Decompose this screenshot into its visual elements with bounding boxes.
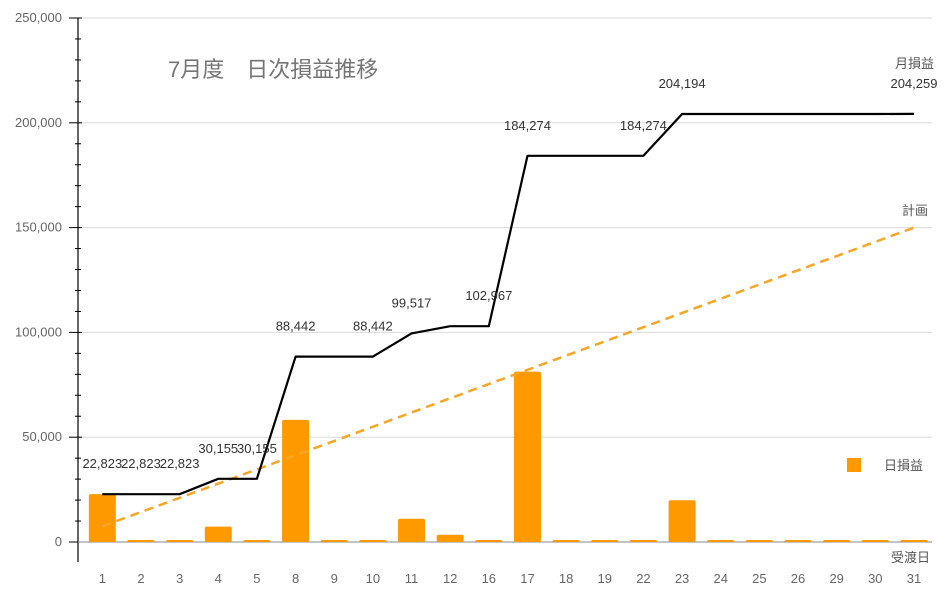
x-tick-label: 16 [482,571,496,586]
bar [88,494,116,542]
x-tick-label: 19 [598,571,612,586]
bar [900,540,928,542]
bar [359,540,387,542]
data-label: 102,967 [465,288,512,303]
x-tick-label: 5 [253,571,260,586]
x-tick-label: 25 [752,571,766,586]
bar [398,518,426,542]
y-tick-label: 50,000 [22,429,62,444]
bar [127,540,155,542]
bar [475,540,503,542]
data-label: 184,274 [620,118,667,133]
x-tick-label: 23 [675,571,689,586]
data-label: 204,259 [890,76,937,91]
bar [668,500,696,542]
bar [436,534,464,542]
bar [204,526,232,542]
x-axis-title: 受渡日 [891,550,930,565]
data-label: 22,823 [82,456,122,471]
x-tick-label: 9 [331,571,338,586]
gridlines [78,17,932,438]
bar [707,540,735,542]
plan-line [101,226,915,528]
x-tick-label: 11 [405,571,419,586]
legend-label-daily-pnl: 日損益 [884,458,923,473]
bar [784,540,812,542]
bar [166,540,194,542]
x-tick-label: 24 [713,571,727,586]
x-tick-label: 10 [366,571,380,586]
data-label: 184,274 [504,118,551,133]
bar [243,540,271,542]
bar [629,540,657,542]
legend-swatch-daily-pnl [847,458,861,472]
x-tick-label: 12 [443,571,457,586]
legend: 日損益 [847,458,923,473]
y-tick-label: 250,000 [15,10,62,25]
x-tick-label: 22 [636,571,650,586]
x-tick-label: 29 [829,571,843,586]
monthly-pnl-line [102,112,915,496]
data-label: 99,517 [392,295,432,310]
x-tick-label: 2 [137,571,144,586]
series-name-monthly-pnl: 月損益 [895,56,934,71]
bar [552,540,580,542]
data-label: 22,823 [160,456,200,471]
x-tick-label: 8 [292,571,299,586]
x-tick-label: 31 [907,571,921,586]
x-tick-label: 26 [791,571,805,586]
bar [861,540,889,542]
data-label: 30,155 [198,441,238,456]
bar [513,371,541,542]
bar [745,540,773,542]
x-tick-label: 18 [559,571,573,586]
data-label: 88,442 [353,319,393,334]
x-tick-label: 17 [520,571,534,586]
y-tick-label: 200,000 [15,115,62,130]
bar [320,540,348,542]
y-tick-label: 100,000 [15,324,62,339]
data-label: 88,442 [276,319,316,334]
y-tick-label: 150,000 [15,220,62,235]
x-tick-label: 4 [215,571,222,586]
bar [282,419,310,542]
x-tick-label: 30 [868,571,882,586]
series-name-plan: 計画 [902,203,928,218]
y-tick-label: 0 [55,534,62,549]
data-label: 204,194 [659,76,706,91]
bars [88,371,928,542]
x-tick-label: 3 [176,571,183,586]
lines [101,112,915,528]
bar [823,540,851,542]
chart-title: 7月度 日次損益推移 [168,57,378,82]
bar [591,540,619,542]
data-label: 30,155 [237,441,277,456]
x-tick-label: 1 [99,571,106,586]
data-label: 22,823 [121,456,161,471]
